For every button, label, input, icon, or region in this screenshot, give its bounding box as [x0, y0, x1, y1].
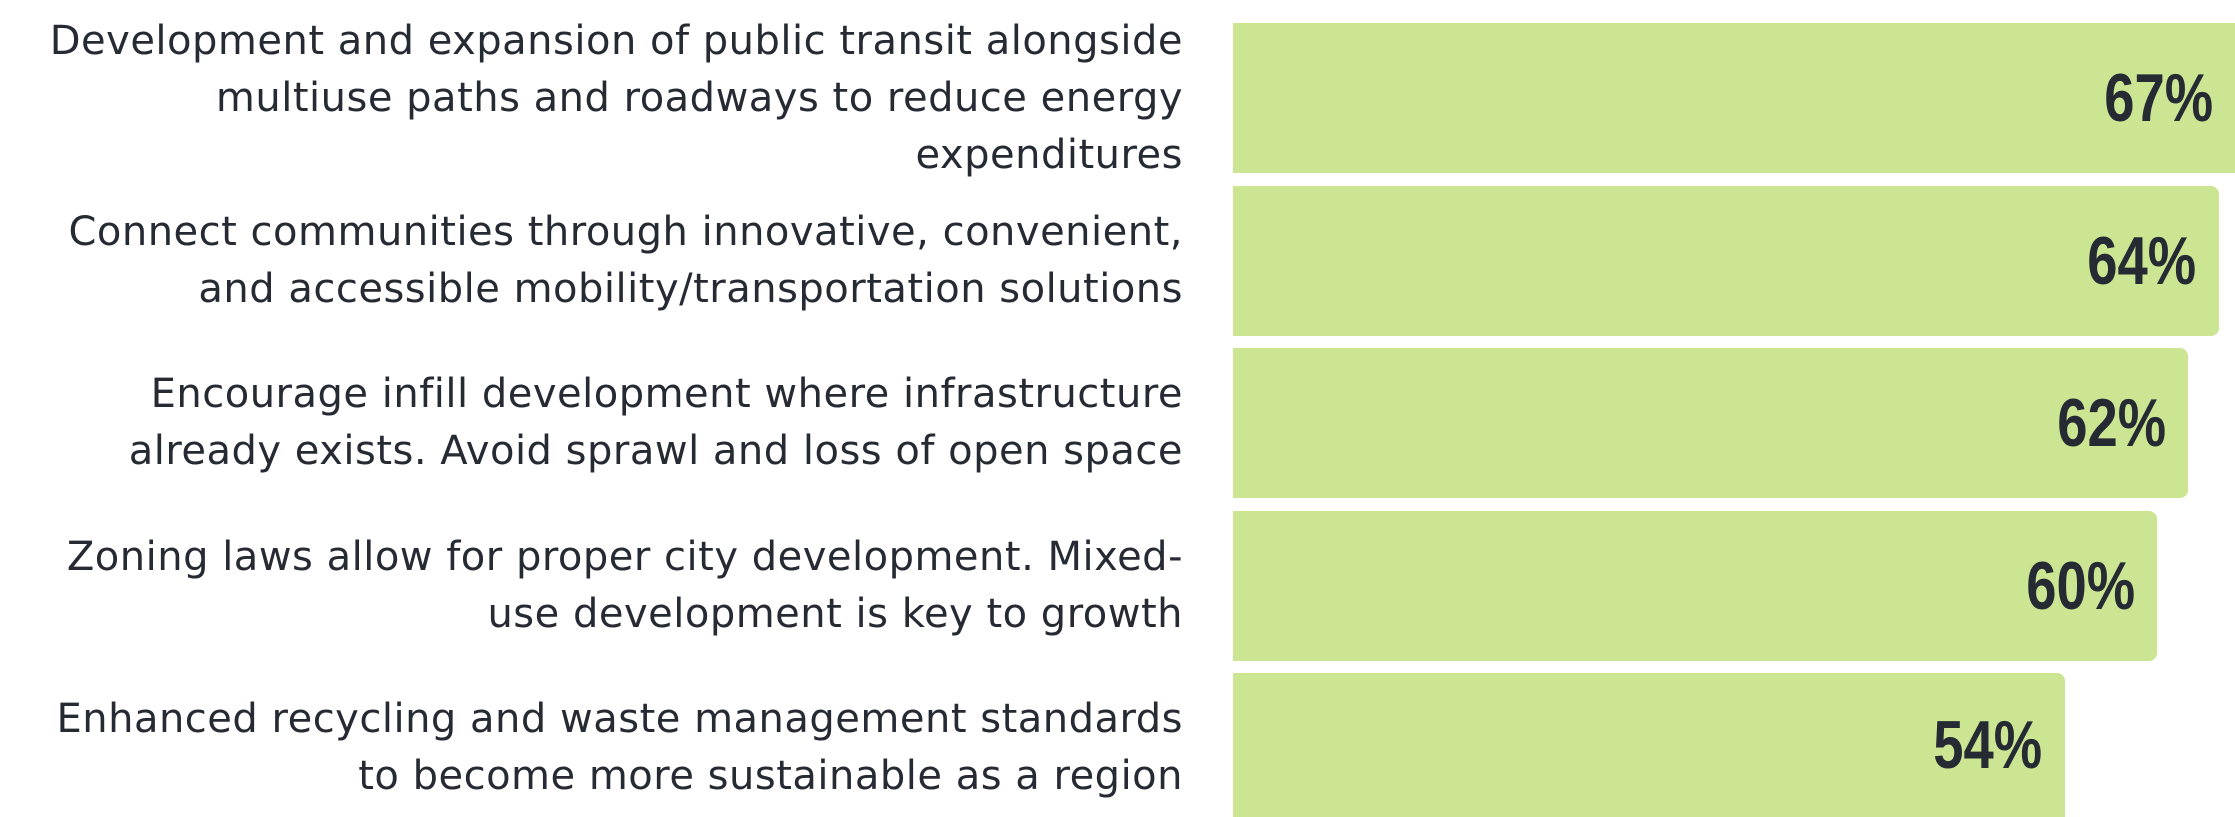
category-text: Enhanced recycling and waste management …	[56, 696, 1183, 799]
bar: 54%	[1233, 673, 2065, 817]
category-label: Enhanced recycling and waste management …	[0, 673, 1183, 817]
value-label: 60%	[2026, 547, 2135, 624]
value-label: 67%	[2104, 60, 2213, 136]
category-text: Zoning laws allow for proper city develo…	[66, 533, 1183, 637]
bar-row: Encourage infill development where infra…	[0, 348, 2235, 498]
bar-row: Zoning laws allow for proper city develo…	[0, 510, 2235, 661]
bar: 60%	[1233, 510, 2157, 661]
value-label: 64%	[2087, 222, 2197, 299]
bar: 67%	[1233, 23, 2235, 173]
category-text: Development and expansion of public tran…	[49, 17, 1183, 178]
bar-row: Connect communities through innovative, …	[0, 185, 2235, 336]
value-label: 62%	[2056, 385, 2166, 461]
category-label: Zoning laws allow for proper city develo…	[0, 511, 1183, 661]
category-label: Encourage infill development where infra…	[0, 348, 1183, 498]
bar-row: Enhanced recycling and waste management …	[0, 673, 2235, 817]
value-label: 54%	[1933, 707, 2043, 783]
bar-row: Development and expansion of public tran…	[0, 18, 2235, 178]
category-label: Development and expansion of public tran…	[0, 18, 1183, 178]
category-text: Encourage infill development where infra…	[128, 371, 1183, 474]
category-text: Connect communities through innovative, …	[68, 208, 1183, 312]
bar: 62%	[1233, 348, 2188, 498]
bar: 64%	[1233, 185, 2219, 336]
category-label: Connect communities through innovative, …	[0, 186, 1183, 336]
